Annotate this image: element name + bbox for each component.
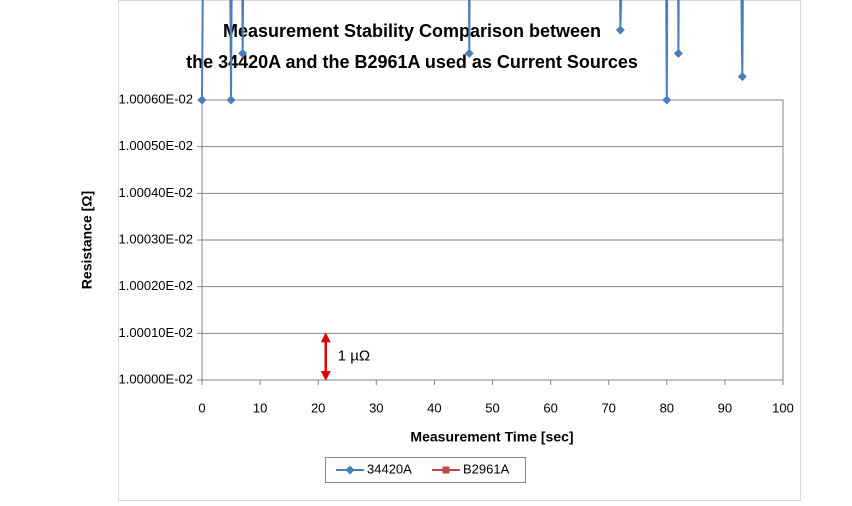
- x-axis-label: Measurement Time [sec]: [410, 429, 573, 445]
- x-tick-label: 0: [198, 400, 205, 415]
- legend-marker: [442, 466, 450, 474]
- y-tick-label: 1.00020E-02: [119, 278, 193, 293]
- x-tick-label: 20: [311, 400, 325, 415]
- x-tick-label: 80: [660, 400, 674, 415]
- x-tick-label: 60: [543, 400, 557, 415]
- x-tick-label: 40: [427, 400, 441, 415]
- y-tick-label: 1.00010E-02: [119, 325, 193, 340]
- chart-title: Measurement Stability Comparison between: [223, 21, 601, 41]
- x-tick-label: 10: [253, 400, 267, 415]
- x-tick-label: 100: [772, 400, 794, 415]
- y-tick-label: 1.00060E-02: [119, 91, 193, 106]
- y-tick-label: 1.00050E-02: [119, 138, 193, 153]
- data-point: [615, 25, 625, 35]
- data-point: [737, 72, 747, 82]
- legend-marker: [345, 465, 355, 475]
- y-tick-label: 1.00000E-02: [119, 371, 193, 386]
- legend-label: B2961A: [463, 461, 510, 476]
- y-tick-label: 1.00030E-02: [119, 231, 193, 246]
- data-point: [197, 95, 207, 105]
- data-point: [662, 95, 672, 105]
- y-tick-label: 1.00040E-02: [119, 185, 193, 200]
- x-tick-label: 50: [485, 400, 499, 415]
- data-point: [226, 95, 236, 105]
- data-point: [673, 48, 683, 58]
- x-tick-label: 70: [601, 400, 615, 415]
- y-axis-label: Resistance [Ω]: [79, 191, 95, 289]
- x-tick-label: 30: [369, 400, 383, 415]
- data-point: [238, 48, 248, 58]
- x-tick-label: 90: [718, 400, 732, 415]
- legend-label: 34420A: [367, 461, 412, 476]
- annotation-label: 1 µΩ: [338, 348, 370, 365]
- data-point: [464, 48, 474, 58]
- chart-title: the 34420A and the B2961A used as Curren…: [186, 52, 638, 72]
